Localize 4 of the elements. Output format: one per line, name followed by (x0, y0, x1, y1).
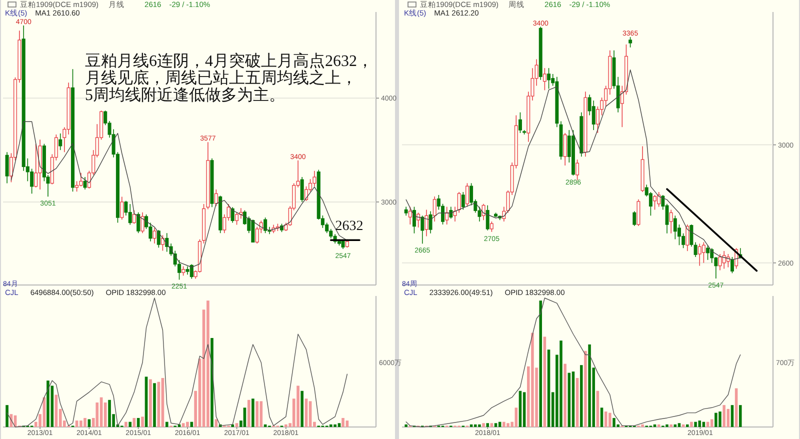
annotation: 豆粕月线6连阴，4月突破上月高点2632， (85, 52, 373, 70)
annotation: 月线见底，周线已站上五周均线之上， (85, 69, 357, 87)
annotation: 5周均线附近逢低做多为主。 (85, 86, 285, 104)
annotation: 2632 (335, 219, 364, 234)
